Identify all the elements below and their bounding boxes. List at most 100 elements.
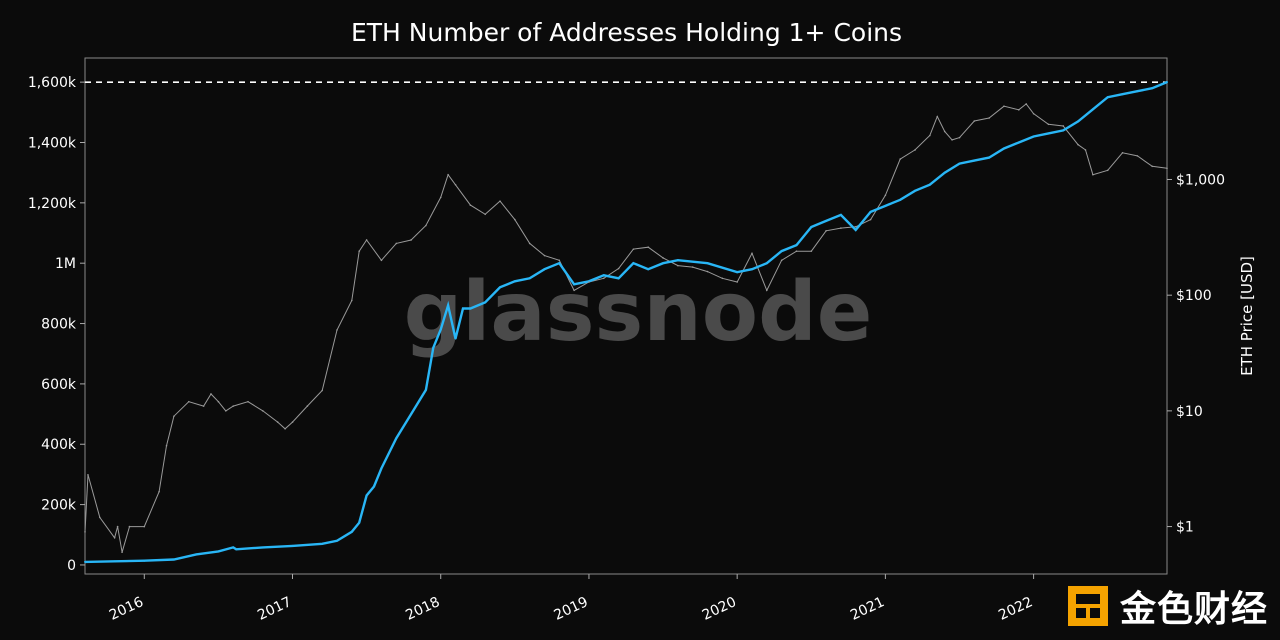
price-point bbox=[632, 248, 635, 250]
price-point bbox=[951, 139, 953, 141]
addresses-point bbox=[454, 337, 457, 340]
addresses-point bbox=[232, 546, 235, 549]
addresses-point bbox=[1032, 135, 1035, 138]
price-point bbox=[380, 259, 383, 262]
x-tick-label: 2020 bbox=[700, 594, 739, 624]
addresses-point bbox=[676, 259, 679, 262]
addresses-point bbox=[869, 210, 872, 213]
addresses-point bbox=[914, 189, 917, 192]
addresses-point bbox=[424, 388, 427, 391]
addresses-point bbox=[321, 542, 324, 545]
x-tick-label: 2016 bbox=[107, 594, 146, 624]
addresses-point bbox=[439, 328, 442, 331]
price-point bbox=[884, 194, 887, 197]
price-point bbox=[217, 400, 220, 403]
addresses-point bbox=[350, 530, 353, 533]
price-point bbox=[410, 239, 412, 241]
price-point bbox=[588, 281, 590, 283]
addresses-point bbox=[543, 268, 546, 271]
price-point bbox=[840, 227, 842, 229]
price-point bbox=[943, 130, 946, 133]
addresses-point bbox=[432, 346, 435, 349]
addresses-point bbox=[810, 225, 813, 228]
price-point bbox=[358, 250, 361, 252]
x-tick-label: 2018 bbox=[403, 594, 442, 624]
addresses-point bbox=[1077, 120, 1080, 123]
addresses-point bbox=[373, 485, 376, 488]
brand: 金色财经 bbox=[1066, 580, 1268, 632]
brand-text: 金色财经 bbox=[1119, 589, 1268, 630]
addresses-point bbox=[943, 171, 946, 174]
price-point bbox=[691, 266, 694, 268]
price-point bbox=[173, 415, 175, 417]
price-point bbox=[854, 225, 857, 228]
price-point bbox=[795, 250, 798, 252]
price-point bbox=[617, 267, 620, 270]
price-point bbox=[187, 400, 190, 403]
watermark: glassnode bbox=[404, 265, 873, 360]
price-point bbox=[1025, 103, 1027, 105]
addresses-point bbox=[513, 280, 516, 283]
price-point bbox=[350, 299, 353, 302]
price-point bbox=[225, 410, 227, 412]
addresses-point bbox=[395, 437, 398, 440]
addresses-point bbox=[1017, 141, 1020, 144]
price-point bbox=[736, 281, 738, 283]
addresses-point bbox=[1002, 147, 1005, 150]
addresses-point bbox=[899, 198, 902, 201]
y2-axis-ticks: $1 $10 $100 $1,000 bbox=[1167, 172, 1225, 536]
price-point bbox=[1121, 152, 1124, 154]
price-point bbox=[677, 264, 679, 267]
chart-title: ETH Number of Addresses Holding 1+ Coins bbox=[350, 18, 903, 47]
price-point bbox=[121, 551, 123, 554]
addresses-point bbox=[1062, 129, 1065, 132]
price-point bbox=[99, 516, 101, 519]
addresses-point bbox=[884, 204, 887, 207]
addresses-point bbox=[780, 250, 783, 253]
addresses-point bbox=[736, 271, 739, 274]
price-point bbox=[543, 254, 546, 257]
price-point bbox=[1047, 123, 1050, 126]
addresses-point bbox=[172, 558, 175, 561]
price-point bbox=[988, 117, 990, 119]
price-point bbox=[262, 410, 264, 412]
addresses-point bbox=[291, 544, 294, 547]
price-point bbox=[113, 536, 116, 539]
addresses-point bbox=[928, 183, 931, 186]
price-point bbox=[158, 490, 160, 493]
price-point bbox=[780, 259, 783, 262]
price-point bbox=[247, 400, 249, 403]
price-point bbox=[1003, 105, 1005, 107]
price-point bbox=[87, 474, 89, 476]
price-point bbox=[1136, 155, 1139, 157]
price-point bbox=[1106, 169, 1109, 172]
addresses-point bbox=[365, 494, 368, 497]
addresses-point bbox=[499, 286, 502, 289]
price-point bbox=[528, 242, 531, 245]
y2-tick-label: $1,000 bbox=[1176, 172, 1225, 188]
x-tick-label: 2017 bbox=[255, 594, 294, 624]
price-point bbox=[425, 224, 427, 227]
price-point bbox=[447, 173, 449, 176]
addresses-point bbox=[447, 304, 450, 307]
series-addresses-1plus bbox=[84, 80, 1168, 564]
addresses-point bbox=[617, 277, 620, 280]
price-point bbox=[573, 289, 575, 292]
price-point bbox=[499, 200, 501, 202]
x-tick-label: 2019 bbox=[552, 594, 591, 624]
addresses-point bbox=[839, 213, 842, 216]
price-point bbox=[936, 115, 939, 118]
price-point bbox=[484, 213, 486, 216]
price-point bbox=[284, 427, 286, 430]
price-point bbox=[165, 444, 168, 447]
plot-area bbox=[84, 57, 1168, 575]
price-point bbox=[899, 158, 902, 160]
addresses-point bbox=[484, 301, 487, 304]
price-point bbox=[84, 531, 86, 533]
addresses-point bbox=[143, 559, 146, 562]
addresses-point bbox=[647, 268, 650, 271]
y2-tick-label: $100 bbox=[1176, 288, 1212, 304]
price-point bbox=[321, 389, 323, 392]
y-tick-label: 1M bbox=[55, 256, 76, 272]
